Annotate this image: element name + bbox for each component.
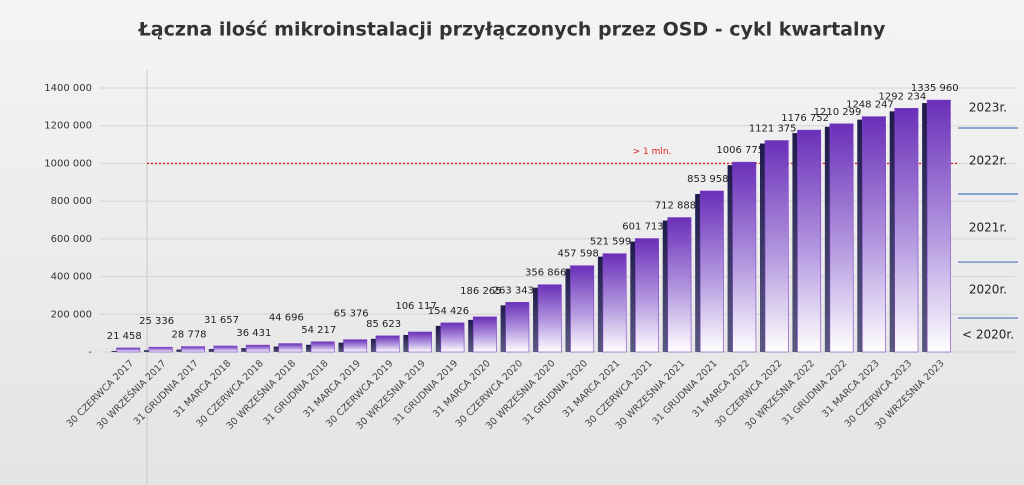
value-label: 85 623	[366, 319, 401, 330]
bar-side	[824, 126, 831, 352]
bar-side	[370, 338, 377, 352]
value-label: 853 958	[687, 174, 728, 185]
bar	[310, 341, 335, 353]
bar-side	[143, 350, 150, 352]
year-label: 2020r.	[969, 283, 1007, 297]
y-tick-label: 1000 000	[44, 158, 92, 169]
bar	[472, 316, 497, 353]
value-label: 1210 299	[814, 107, 862, 118]
value-label: 65 376	[334, 309, 369, 320]
value-label: 21 458	[107, 331, 142, 342]
value-label: 601 713	[622, 222, 663, 233]
value-label: 106 117	[395, 301, 436, 312]
value-label: 54 217	[301, 325, 336, 336]
bar	[278, 343, 303, 353]
value-label: 356 866	[525, 268, 566, 279]
bar	[408, 331, 432, 353]
bar-side	[630, 241, 637, 352]
bar	[861, 116, 886, 353]
y-tick-label: 1400 000	[44, 83, 92, 94]
value-label: 521 599	[590, 237, 631, 248]
bar-side	[695, 193, 702, 352]
bar	[699, 190, 724, 353]
value-label: 25 336	[139, 316, 174, 327]
bar	[245, 344, 270, 353]
reference-label: > 1 mln.	[633, 147, 672, 157]
bar-side	[889, 111, 896, 352]
bar	[181, 346, 206, 353]
bar	[764, 140, 789, 353]
bar	[148, 346, 173, 353]
bar-side	[662, 220, 669, 352]
bar-side	[435, 325, 442, 352]
bar	[732, 161, 757, 353]
bar	[116, 347, 141, 353]
bar	[894, 108, 919, 353]
bar-side	[403, 334, 410, 352]
y-tick-label: 800 000	[51, 196, 92, 207]
value-label: 28 778	[172, 330, 207, 341]
value-label: 36 431	[236, 328, 271, 339]
bar	[213, 345, 238, 353]
bar-side	[597, 256, 604, 352]
bar-side	[208, 349, 215, 352]
y-tick-label: -	[88, 347, 92, 358]
value-label: 263 343	[493, 285, 534, 296]
bar-side	[468, 319, 475, 352]
bar	[505, 302, 530, 353]
value-label: 1006 775	[716, 145, 764, 156]
y-tick-label: 1200 000	[44, 121, 92, 132]
value-label: 186 265	[460, 286, 501, 297]
bar	[375, 335, 400, 353]
bar-side	[727, 165, 734, 352]
bar-side	[760, 143, 767, 352]
bar	[829, 123, 854, 353]
bar	[440, 322, 465, 353]
bar-side	[857, 119, 864, 353]
value-label: 44 696	[269, 313, 304, 324]
bar-side	[338, 342, 345, 352]
bar	[570, 265, 595, 353]
bar	[635, 238, 659, 353]
chart-title: Łączna ilość mikroinstalacji przyłączony…	[138, 19, 886, 41]
year-label: < 2020r.	[962, 328, 1014, 342]
value-label: 1248 247	[846, 100, 894, 111]
year-label: 2021r.	[969, 221, 1007, 235]
bar-side	[565, 268, 572, 352]
bar	[797, 129, 822, 353]
bar	[343, 339, 368, 353]
bar-side	[792, 133, 799, 352]
bar	[602, 253, 627, 353]
year-label: 2023r.	[969, 100, 1007, 114]
y-tick-label: 200 000	[51, 309, 92, 320]
bar	[667, 217, 692, 353]
y-tick-label: 400 000	[51, 272, 92, 283]
value-label: 1335 960	[911, 83, 959, 94]
value-label: 457 598	[557, 249, 598, 260]
year-label: 2022r.	[969, 153, 1007, 167]
value-label: 154 426	[428, 306, 469, 317]
bar-side	[273, 346, 280, 352]
bar	[926, 99, 951, 353]
bar-side	[111, 350, 118, 352]
bar	[537, 284, 562, 353]
bar-side	[306, 344, 313, 352]
bar-side	[176, 349, 183, 352]
value-label: 1176 752	[781, 113, 829, 124]
bar-side	[241, 348, 248, 352]
bar-side	[533, 287, 540, 352]
y-tick-label: 600 000	[51, 234, 92, 245]
value-label: 1292 234	[879, 91, 927, 102]
value-label: 1121 375	[749, 124, 797, 135]
value-label: 31 657	[204, 315, 239, 326]
bar-side	[500, 305, 507, 352]
bar-side	[922, 103, 929, 352]
value-label: 712 888	[655, 201, 696, 212]
